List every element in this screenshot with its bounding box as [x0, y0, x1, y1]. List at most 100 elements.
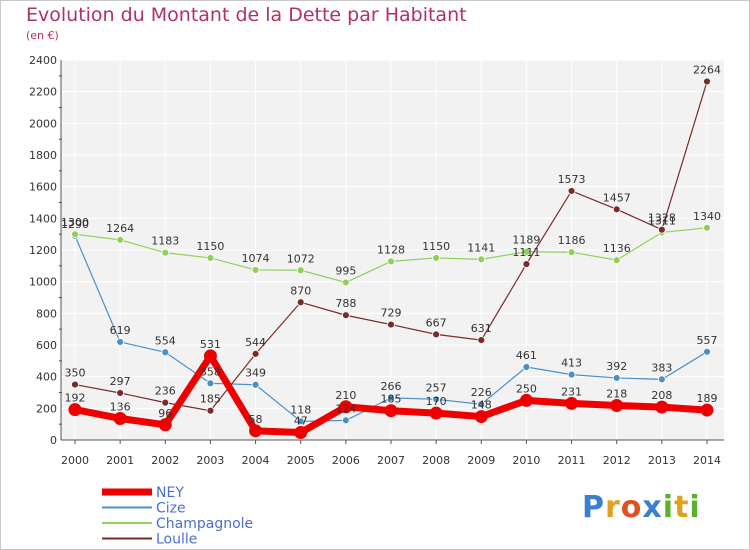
data-label-ney: 250: [516, 382, 537, 395]
data-label-cize: 118: [290, 403, 311, 416]
data-label-ney: 531: [200, 338, 221, 351]
data-label-loulle: 544: [245, 336, 266, 349]
data-point-loulle: [387, 320, 395, 329]
data-point-loulle: [703, 77, 711, 86]
data-label-cize: 226: [471, 386, 492, 399]
data-point-champagnole: [296, 266, 305, 275]
data-point-ney: [610, 398, 624, 412]
data-label-champagnole: 1141: [467, 241, 495, 254]
data-label-loulle: 236: [155, 385, 176, 398]
data-point-loulle: [296, 298, 305, 307]
data-label-loulle: 788: [335, 297, 356, 310]
data-label-cize: 461: [516, 349, 537, 362]
data-point-champagnole: [71, 230, 79, 239]
data-label-loulle: 1328: [648, 212, 676, 225]
data-point-ney: [294, 426, 308, 440]
data-point-ney: [203, 349, 217, 363]
data-label-cize: 554: [155, 334, 176, 347]
y-tick-label: 2000: [29, 117, 57, 130]
logo-letter: i: [662, 490, 675, 525]
legend-label-ney: NEY: [156, 485, 184, 501]
legend-label-cize: Cize: [156, 501, 186, 517]
data-point-champagnole: [161, 248, 170, 257]
logo-letter: t: [674, 490, 690, 525]
data-point-champagnole: [703, 223, 711, 232]
data-point-champagnole: [477, 255, 486, 264]
y-tick-label: 1600: [29, 181, 57, 194]
data-label-champagnole: 1150: [422, 240, 450, 253]
data-point-loulle: [206, 406, 215, 415]
proxiti-logo: Proxiti: [582, 490, 701, 525]
data-point-champagnole: [522, 247, 531, 256]
data-label-champagnole: 1264: [106, 222, 134, 235]
data-label-loulle: 185: [200, 393, 221, 406]
data-label-ney: 208: [651, 389, 672, 402]
data-point-cize: [477, 400, 486, 409]
data-point-champagnole: [387, 257, 395, 266]
x-tick-label: 2003: [196, 454, 224, 467]
chart-subtitle: (en €): [26, 29, 59, 42]
data-point-loulle: [567, 187, 576, 195]
x-tick-label: 2002: [151, 454, 179, 467]
data-point-loulle: [116, 389, 125, 397]
y-tick-label: 1200: [29, 244, 57, 257]
data-label-champagnole: 1340: [693, 210, 721, 223]
x-tick-label: 2004: [242, 454, 270, 467]
data-label-loulle: 870: [290, 284, 311, 297]
data-label-champagnole: 1150: [196, 240, 224, 253]
data-label-champagnole: 1311: [648, 214, 676, 227]
y-tick-label: 400: [36, 371, 57, 384]
data-label-cize: 619: [110, 324, 131, 337]
x-tick-label: 2011: [558, 454, 586, 467]
data-point-ney: [429, 406, 443, 420]
data-label-cize: 349: [245, 367, 266, 380]
data-point-cize: [387, 393, 395, 402]
data-label-ney: 148: [471, 399, 492, 412]
data-point-cize: [341, 416, 350, 425]
data-label-loulle: 297: [110, 375, 131, 388]
data-label-ney: 96: [158, 407, 172, 420]
data-label-ney: 58: [249, 413, 263, 426]
logo-letter: o: [620, 490, 643, 525]
data-label-loulle: 667: [426, 316, 447, 329]
data-point-champagnole: [341, 278, 350, 287]
x-tick-label: 2005: [287, 454, 315, 467]
data-label-ney: 231: [561, 385, 582, 398]
data-label-champagnole: 1300: [61, 216, 89, 229]
data-point-cize: [567, 370, 576, 379]
data-label-champagnole: 995: [335, 264, 356, 277]
data-label-champagnole: 1183: [151, 235, 179, 248]
data-point-cize: [612, 374, 621, 382]
data-label-cize: 124: [335, 402, 356, 415]
data-point-cize: [116, 338, 125, 346]
data-label-champagnole: 1189: [512, 234, 540, 247]
legend-label-champagnole: Champagnole: [156, 516, 253, 532]
data-point-champagnole: [432, 254, 441, 262]
data-label-cize: 266: [381, 380, 402, 393]
data-point-loulle: [71, 380, 79, 389]
y-tick-label: 1000: [29, 276, 57, 289]
data-point-loulle: [341, 311, 350, 320]
data-label-cize: 413: [561, 357, 582, 370]
legend-label-loulle: Loulle: [156, 532, 197, 548]
y-tick-label: 600: [36, 339, 57, 352]
x-tick-label: 2009: [467, 454, 495, 467]
data-point-cize: [206, 379, 215, 388]
data-label-loulle: 729: [381, 307, 402, 320]
data-label-cize: 358: [200, 365, 221, 378]
data-point-loulle: [161, 398, 170, 407]
data-label-champagnole: 1072: [287, 252, 315, 265]
y-tick-label: 2200: [29, 86, 57, 99]
logo-letter: r: [605, 490, 621, 525]
y-tick-label: 800: [36, 307, 57, 320]
data-label-ney: 192: [65, 392, 86, 405]
x-tick-label: 2010: [512, 454, 540, 467]
data-point-champagnole: [612, 256, 621, 265]
data-point-cize: [432, 395, 441, 404]
data-point-ney: [158, 418, 172, 432]
data-label-ney: 170: [426, 395, 447, 408]
data-label-loulle: 1111: [512, 246, 540, 259]
data-point-cize: [703, 347, 711, 356]
y-tick-label: 1400: [29, 212, 57, 225]
y-tick-label: 200: [36, 402, 57, 415]
